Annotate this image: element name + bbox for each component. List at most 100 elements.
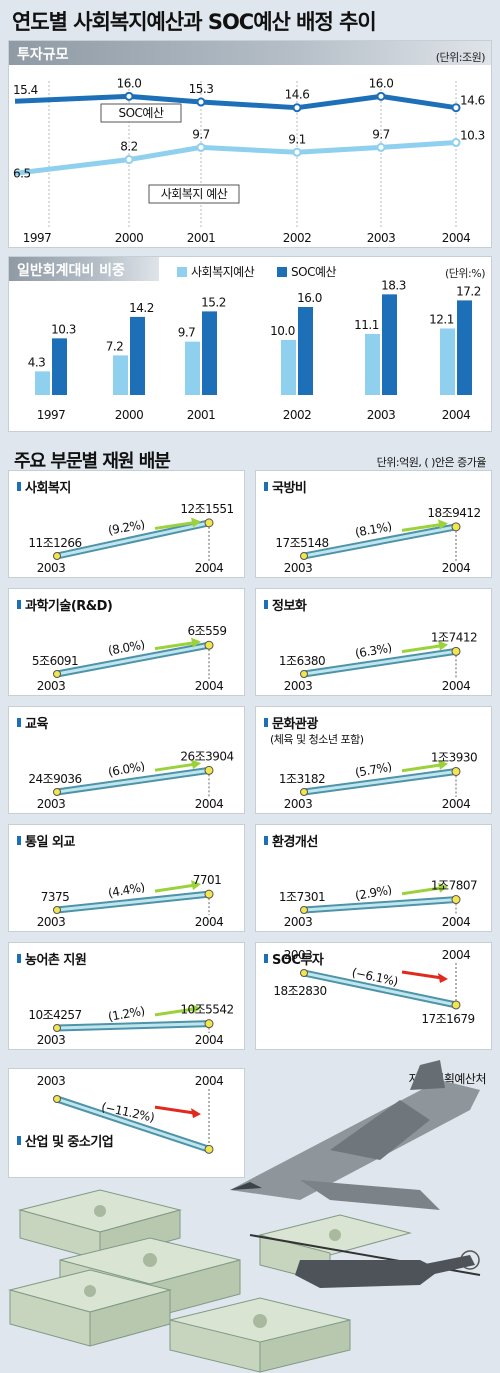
legend-soc: SOC예산 (277, 263, 337, 280)
point-2004 (451, 522, 461, 532)
bar-value-label: 7.2 (106, 339, 124, 353)
rate-arrow-head (438, 882, 448, 893)
year-2003: 2003 (284, 561, 313, 575)
year-2004: 2004 (195, 1074, 224, 1088)
point-2003 (53, 788, 61, 796)
point-2004 (204, 640, 214, 650)
bar-1 (382, 294, 397, 395)
trend-band-inner (302, 971, 458, 1007)
trend-band-inner (55, 892, 211, 912)
year-2003: 2003 (37, 915, 66, 929)
value-2004: 18조9412 (427, 506, 480, 520)
bar-value-label: 17.2 (456, 284, 481, 298)
growth-rate: (6.3%) (354, 641, 393, 661)
helicopter-illustration (249, 1234, 481, 1288)
sector-card: (−6.1%) 2003 2004 18조2830 17조1679 SOC투자 (255, 942, 492, 1050)
data-label: 9.1 (288, 132, 306, 146)
data-point (376, 91, 386, 101)
rate-arrow-line (154, 883, 196, 893)
point-2004 (204, 765, 214, 775)
rate-arrow-line (154, 762, 196, 772)
x-tick-label: 2002 (283, 408, 312, 422)
bar-chart-unit: (단위:%) (445, 267, 485, 280)
year-2003: 2003 (284, 797, 313, 811)
series-name-box (100, 103, 182, 123)
bar-value-label: 9.7 (178, 326, 196, 340)
trend-band-inner (55, 1097, 211, 1151)
sector-card: (6.0%) 2003 2004 24조9036 26조3904 교육 (8, 706, 245, 814)
sector-card: (4.4%) 2003 2004 7375 7701 통일 외교 (8, 824, 245, 932)
sector-card: (2.9%) 2003 2004 1조7301 1조7807 환경개선 (255, 824, 492, 932)
point-2003 (300, 552, 308, 560)
sector-chart: (5.7%) 2003 2004 1조3182 1조3930 (279, 750, 478, 811)
growth-rate: (9.2%) (107, 517, 146, 537)
x-tick-label: 1997 (23, 231, 52, 245)
point-2004 (204, 1019, 214, 1029)
legend-social: 사회복지예산 (177, 263, 255, 280)
bar-value-label: 16.0 (297, 291, 322, 305)
value-2004: 10조5542 (180, 1003, 233, 1017)
investment-scale-panel: 투자규모 (단위:조원) 15.4 16.0 15.3 14.6 16.0 14.6 6.5… (8, 40, 492, 248)
trend-band-inner (302, 769, 458, 794)
value-2003: 18조2830 (273, 984, 326, 998)
sector-card: (−11.2%) 2003 2004 산업 및 중소기업 (8, 1068, 245, 1178)
year-2003: 2003 (37, 1074, 66, 1088)
rate-arrow-head (438, 972, 448, 983)
bar-0 (365, 333, 380, 395)
x-tick-label: 2001 (187, 408, 216, 422)
data-point (451, 103, 461, 113)
bar-chart-title: 일반회계대비 비중 (9, 257, 159, 281)
series-name-box (148, 184, 240, 204)
series-name: 사회복지 예산 (161, 187, 228, 201)
x-tick-label: 2003 (367, 408, 396, 422)
sector-chart: (8.0%) 2003 2004 5조6091 6조559 (32, 624, 227, 693)
sector-subtitle: (체육 및 청소년 포함) (270, 733, 364, 746)
value-2003: 1조6380 (279, 654, 325, 668)
bar-0 (440, 328, 455, 395)
sector-card: (8.0%) 2003 2004 5조6091 6조559 과학기술(R&D) (8, 588, 245, 696)
sector-name: 산업 및 중소기업 (17, 1131, 114, 1150)
money-aircraft-illustration (8, 1060, 481, 1373)
growth-rate: (1.2%) (107, 1004, 146, 1024)
data-point (196, 97, 206, 107)
trend-band-inner (302, 898, 458, 912)
sector-name: 문화관광 (264, 713, 318, 732)
growth-rate: (4.4%) (107, 880, 146, 900)
value-2004: 26조3904 (180, 749, 233, 763)
fighter-jet-illustration (230, 1060, 480, 1210)
trend-band-inner (55, 643, 211, 676)
sector-chart: (9.2%) 2003 2004 11조1266 12조1551 (28, 502, 234, 575)
growth-rate: (2.9%) (354, 883, 393, 903)
rate-arrow-head (438, 519, 448, 530)
page-title: 연도별 사회복지예산과 SOC예산 배정 추이 (12, 10, 377, 34)
data-label: 16.0 (369, 76, 394, 90)
value-2003: 24조9036 (28, 772, 81, 786)
rate-arrow-line (401, 763, 443, 773)
rate-arrow-head (191, 637, 201, 648)
value-2004: 1조7412 (431, 630, 477, 644)
point-2003 (53, 906, 61, 914)
year-2004: 2004 (442, 948, 471, 962)
legend-social-label: 사회복지예산 (191, 265, 255, 279)
trend-band-inner (55, 768, 211, 794)
data-point (292, 103, 302, 113)
point-2004 (451, 646, 461, 656)
x-tick-label: 2000 (115, 408, 144, 422)
rate-arrow-head (191, 1003, 201, 1014)
legend-soc-swatch (277, 267, 287, 277)
point-2004 (204, 1144, 214, 1154)
data-point (376, 142, 386, 152)
sector-chart: (6.0%) 2003 2004 24조9036 26조3904 (28, 749, 234, 811)
value-2004: 12조1551 (180, 502, 233, 516)
bar-0 (185, 341, 200, 395)
sector-chart: (1.2%) 2003 2004 10조4257 10조5542 (28, 1003, 234, 1047)
rate-arrow-head (191, 517, 201, 528)
point-2003 (300, 969, 308, 977)
data-label: 9.7 (372, 127, 390, 141)
sector-name: 사회복지 (17, 477, 71, 496)
line-chart-unit: (단위:조원) (435, 51, 486, 64)
rate-arrow-line (401, 970, 443, 980)
data-label: 8.2 (120, 140, 138, 154)
trend-band-inner (55, 1022, 211, 1030)
year-2003: 2003 (37, 1033, 66, 1047)
